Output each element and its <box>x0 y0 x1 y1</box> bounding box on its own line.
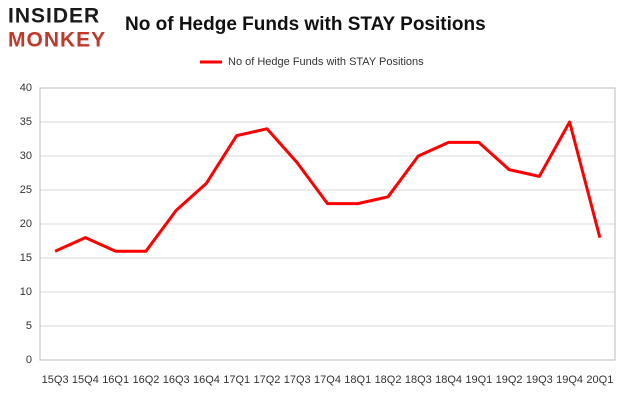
y-tick-label: 5 <box>26 320 32 332</box>
data-line <box>54 120 602 253</box>
x-tick-label: 17Q2 <box>254 374 281 386</box>
y-tick-label: 0 <box>26 354 32 366</box>
x-tick-label: 16Q1 <box>102 374 129 386</box>
x-tick-label: 20Q1 <box>586 374 613 386</box>
plot-border <box>39 87 616 361</box>
x-tick-label: 15Q4 <box>72 374 99 386</box>
x-tick-label: 17Q3 <box>284 374 311 386</box>
y-tick-label: 30 <box>20 150 32 162</box>
y-tick-label: 35 <box>20 116 32 128</box>
logo-bottom: MONKEY <box>8 29 106 52</box>
chart-title: No of Hedge Funds with STAY Positions <box>125 14 486 35</box>
x-tick-label: 18Q1 <box>344 374 371 386</box>
x-tick-label: 18Q3 <box>405 374 432 386</box>
x-tick-label: 16Q2 <box>132 374 159 386</box>
x-tick-label: 18Q4 <box>435 374 462 386</box>
x-tick-label: 16Q3 <box>163 374 190 386</box>
y-tick-label: 20 <box>20 218 32 230</box>
legend-label: No of Hedge Funds with STAY Positions <box>228 56 424 68</box>
x-tick-label: 17Q1 <box>223 374 250 386</box>
x-tick-label: 19Q2 <box>496 374 523 386</box>
x-tick-label: 19Q4 <box>556 374 583 386</box>
x-tick-label: 18Q2 <box>375 374 402 386</box>
y-tick-label: 40 <box>20 82 32 94</box>
x-tick-label: 19Q1 <box>465 374 492 386</box>
x-tick-label: 15Q3 <box>42 374 69 386</box>
y-tick-label: 15 <box>20 252 32 264</box>
y-tick-label: 10 <box>20 286 32 298</box>
x-tick-label: 16Q4 <box>193 374 220 386</box>
x-tick-label: 19Q3 <box>526 374 553 386</box>
logo-top: INSIDER <box>8 5 100 28</box>
y-tick-label: 25 <box>20 184 32 196</box>
x-tick-label: 17Q4 <box>314 374 341 386</box>
